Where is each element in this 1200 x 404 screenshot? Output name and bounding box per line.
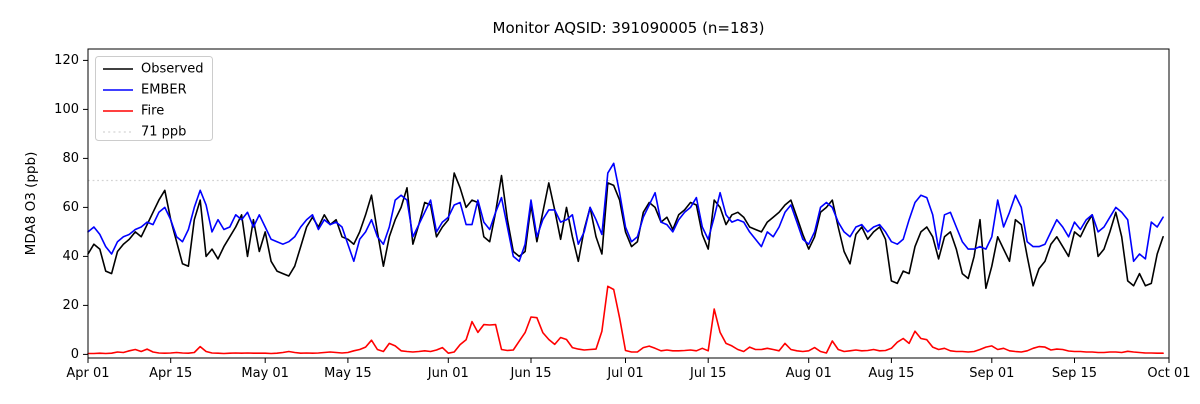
y-tick-label: 60: [62, 200, 79, 215]
x-tick-label: Jul 15: [689, 366, 726, 381]
legend-label: Fire: [141, 104, 164, 119]
legend-box: [95, 56, 213, 141]
x-tick-label: Jun 15: [510, 366, 552, 381]
x-tick-label: Sep 15: [1052, 366, 1097, 381]
legend-label: 71 ppb: [141, 125, 186, 140]
legend-label: Observed: [141, 62, 204, 77]
legend-label: EMBER: [141, 83, 187, 98]
y-tick-label: 20: [62, 298, 79, 313]
x-tick-label: Jun 01: [427, 366, 469, 381]
y-tick-label: 80: [62, 151, 79, 166]
x-tick-label: Aug 15: [868, 366, 914, 381]
y-axis-label: MDA8 O3 (ppb): [23, 152, 39, 256]
ember-line: [87, 162, 1164, 263]
y-tick-label: 0: [71, 347, 79, 362]
x-tick-label: May 01: [241, 366, 289, 381]
plot-border: [87, 48, 1170, 359]
x-tick-label: Sep 01: [969, 366, 1014, 381]
legend: Observed EMBER Fire 71 ppb: [95, 56, 213, 141]
x-tick-label: Apr 15: [149, 366, 192, 381]
x-tick-label: May 15: [324, 366, 372, 381]
x-tick-label: Aug 01: [786, 366, 832, 381]
observed-line: [87, 172, 1164, 290]
y-tick-label: 40: [62, 249, 79, 264]
y-tick-label: 100: [54, 102, 79, 117]
x-tick-label: Apr 01: [66, 366, 109, 381]
x-tick-label: Oct 01: [1147, 366, 1190, 381]
x-tick-label: Jul 01: [606, 366, 643, 381]
chart-title: Monitor AQSID: 391090005 (n=183): [493, 19, 765, 37]
fire-line: [87, 285, 1164, 355]
y-tick-label: 120: [54, 53, 79, 68]
